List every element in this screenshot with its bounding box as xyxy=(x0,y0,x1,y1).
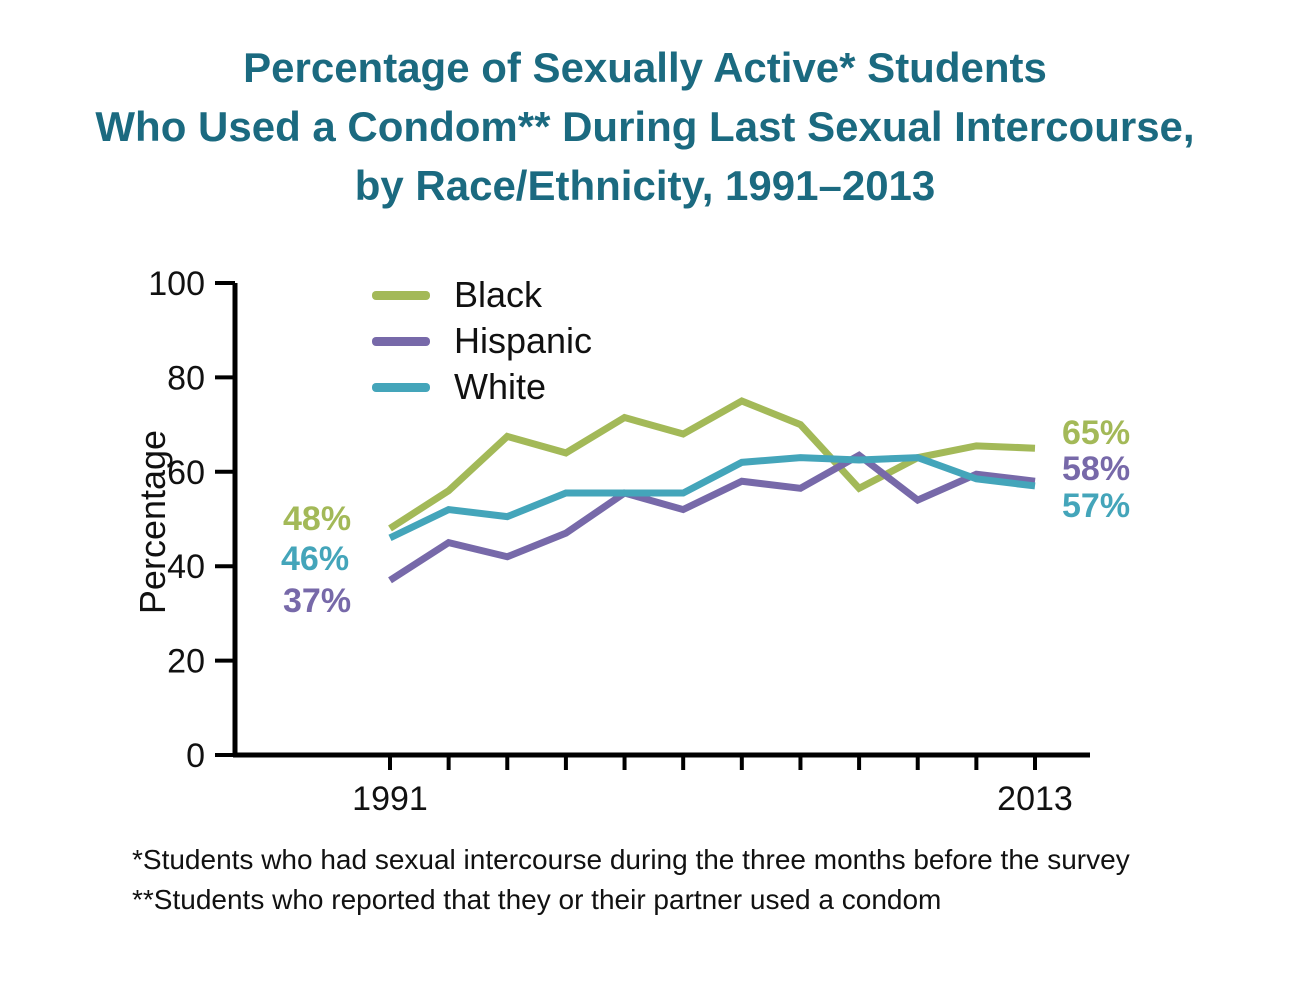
end-value-hispanic: 58% xyxy=(1062,450,1131,488)
legend-label-white: White xyxy=(454,366,547,407)
series-line-hispanic xyxy=(388,451,1036,584)
series-line-black xyxy=(388,397,1036,532)
y-axis-title: Percentage xyxy=(132,429,173,615)
chart-title-line1: Percentage of Sexually Active* Students xyxy=(243,44,1047,91)
x-tick-label: 2013 xyxy=(997,780,1073,818)
legend-item-black: Black xyxy=(372,274,592,315)
start-value-hispanic: 37% xyxy=(283,582,352,620)
footnote-1: *Students who had sexual intercourse dur… xyxy=(132,844,1130,875)
legend-label-black: Black xyxy=(454,274,543,315)
legend-swatch-black-icon xyxy=(372,290,430,300)
end-value-black: 65% xyxy=(1062,414,1131,452)
legend-swatch-hispanic-icon xyxy=(372,336,430,346)
y-tick-label: 20 xyxy=(167,643,205,681)
series-line-white xyxy=(388,454,1036,542)
chart-title-line3: by Race/Ethnicity, 1991–2013 xyxy=(354,162,936,209)
start-value-black: 48% xyxy=(283,500,352,538)
legend: Black Hispanic White xyxy=(372,274,593,407)
end-value-white: 57% xyxy=(1062,487,1131,525)
chart-title-line2: Who Used a Condom** During Last Sexual I… xyxy=(95,103,1195,150)
y-tick-label: 40 xyxy=(167,548,205,586)
y-tick-label: 60 xyxy=(167,454,205,492)
footnotes: *Students who had sexual intercourse dur… xyxy=(132,840,1130,920)
legend-label-hispanic: Hispanic xyxy=(454,320,593,361)
x-tick-label: 1991 xyxy=(352,780,428,818)
legend-swatch-white-icon xyxy=(372,382,430,392)
y-tick-label: 100 xyxy=(148,265,205,303)
start-value-white: 46% xyxy=(281,540,350,578)
legend-item-hispanic: Hispanic xyxy=(372,320,593,361)
y-tick-label: 0 xyxy=(186,737,205,775)
chart-title: Percentage of Sexually Active* Students … xyxy=(0,38,1290,215)
legend-item-white: White xyxy=(372,366,592,407)
y-tick-label: 80 xyxy=(167,359,205,397)
footnote-2: **Students who reported that they or the… xyxy=(132,884,942,915)
